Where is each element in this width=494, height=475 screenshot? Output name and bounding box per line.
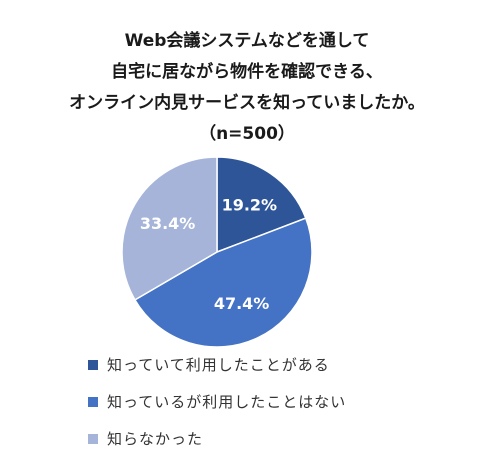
legend-item-unknown: 知らなかった	[88, 420, 346, 457]
legend-label-used: 知っていて利用したことがある	[107, 356, 330, 374]
legend-item-known-not-used: 知っているが利用したことはない	[88, 383, 346, 420]
legend-label-unknown: 知らなかった	[107, 430, 204, 448]
chart-legend: 知っていて利用したことがある 知っているが利用したことはない 知らなかった	[88, 346, 346, 457]
legend-swatch-known-not-used	[88, 396, 98, 407]
slice-label-used: 19.2%	[222, 196, 278, 215]
chart-sample-size: （n=500）	[199, 124, 295, 144]
slice-label-known-not-used: 47.4%	[214, 294, 270, 313]
legend-swatch-unknown	[88, 433, 98, 444]
chart-title-line-1: Web会議システムなどを通して	[124, 31, 370, 51]
pie-slice-unknown	[121, 156, 218, 301]
slice-label-unknown: 33.4%	[140, 214, 196, 233]
pie-slice-used	[216, 156, 307, 254]
chart-title-line-2: 自宅に居ながら物件を確認できる、	[111, 62, 383, 82]
chart-title: Web会議システムなどを通して 自宅に居ながら物件を確認できる、 オンライン内見…	[0, 26, 494, 150]
legend-swatch-used	[88, 359, 98, 370]
pie-slice-known-not-used	[133, 217, 313, 348]
chart-title-line-3: オンライン内見サービスを知っていましたか。	[69, 93, 425, 113]
legend-item-used: 知っていて利用したことがある	[88, 346, 346, 383]
legend-label-known-not-used: 知っているが利用したことはない	[107, 393, 347, 411]
